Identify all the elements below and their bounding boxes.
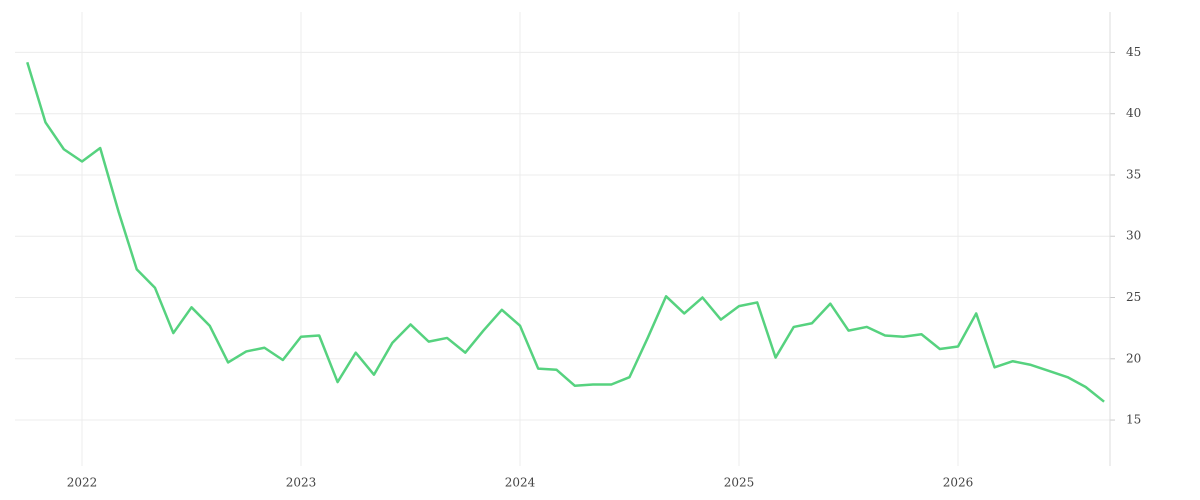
x-tick-label: 2026 [943,476,974,490]
data-line [26,61,1105,403]
y-tick-label: 35 [1126,167,1141,181]
y-tick-label: 15 [1126,413,1141,427]
x-tick-label: 2024 [505,476,536,490]
x-tick-label: 2025 [724,476,755,490]
y-tick-label: 25 [1126,290,1141,304]
x-tick-label: 2022 [67,476,98,490]
y-tick-label: 45 [1126,45,1141,59]
y-tick-label: 40 [1126,106,1141,120]
x-tick-label: 2023 [286,476,317,490]
y-tick-label: 20 [1126,351,1141,365]
y-tick-label: 30 [1126,229,1141,243]
